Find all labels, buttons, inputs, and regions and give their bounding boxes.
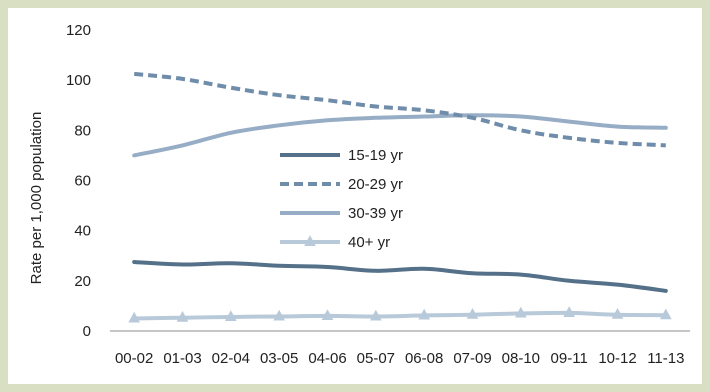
- legend-item: 20-29 yr: [280, 176, 403, 193]
- x-tick-label: 06-08: [405, 350, 443, 367]
- x-tick-label: 07-09: [453, 350, 491, 367]
- y-axis-title: Rate per 1,000 population: [28, 112, 45, 285]
- y-tick-label: 60: [74, 173, 91, 190]
- x-tick-label: 01-03: [163, 350, 201, 367]
- y-tick-label: 0: [83, 323, 91, 340]
- series-20-29-yr: [133, 71, 666, 148]
- line-chart: 0 20 40 60 80 100 120 00-02 01-03 02-04 03-05 04-06…: [28, 22, 690, 367]
- data-point-marker: [659, 308, 672, 320]
- x-tick-label: 10-12: [598, 350, 636, 367]
- series-line: [133, 71, 666, 148]
- data-point-marker: [128, 311, 141, 323]
- data-point-marker: [466, 307, 479, 319]
- data-point-marker: [224, 310, 237, 322]
- legend-marker: [304, 235, 316, 247]
- series-15-19-yr: [132, 260, 668, 293]
- data-point-marker: [418, 308, 431, 320]
- legend-label: 30-39 yr: [348, 205, 403, 222]
- x-tick-label: 02-04: [212, 350, 250, 367]
- y-tick-label: 40: [74, 223, 91, 240]
- series-line: [132, 260, 668, 293]
- x-tick-label: 11-13: [647, 350, 684, 367]
- x-tick-label: 03-05: [260, 350, 298, 367]
- x-tick-label: 05-07: [357, 350, 395, 367]
- series-line: [132, 310, 668, 321]
- data-point-marker: [563, 306, 576, 317]
- legend-label: 40+ yr: [348, 234, 390, 251]
- data-point-marker: [273, 309, 286, 321]
- data-point-marker: [514, 306, 527, 318]
- y-tick-label: 120: [66, 22, 91, 39]
- x-tick-label: 00-02: [115, 350, 153, 367]
- data-point-marker: [369, 309, 382, 321]
- y-tick-label: 20: [74, 273, 91, 290]
- legend: 15-19 yr 20-29 yr 30-39 yr 40+ yr: [280, 147, 403, 251]
- legend-label: 15-19 yr: [348, 147, 403, 164]
- legend-item: 30-39 yr: [280, 205, 403, 222]
- data-point-marker: [176, 310, 189, 322]
- legend-item: 15-19 yr: [280, 147, 403, 164]
- y-tick-label: 100: [66, 72, 91, 89]
- x-tick-label: 08-10: [502, 350, 540, 367]
- x-tick-label: 04-06: [308, 350, 346, 367]
- axes: 0 20 40 60 80 100 120 00-02 01-03 02-04 03-05 04-06…: [66, 22, 690, 367]
- series-layer: [128, 71, 672, 323]
- x-tick-label: 09-11: [551, 350, 588, 367]
- chart-frame: 0 20 40 60 80 100 120 00-02 01-03 02-04 03-05 04-06…: [8, 8, 702, 384]
- data-point-marker: [611, 307, 624, 319]
- series-40-yr: [128, 306, 672, 323]
- series-line: [132, 113, 668, 158]
- legend-item: 40+ yr: [280, 234, 390, 251]
- y-tick-label: 80: [74, 122, 91, 139]
- data-point-marker: [321, 309, 334, 320]
- legend-label: 20-29 yr: [348, 176, 403, 193]
- series-30-39-yr: [132, 113, 668, 158]
